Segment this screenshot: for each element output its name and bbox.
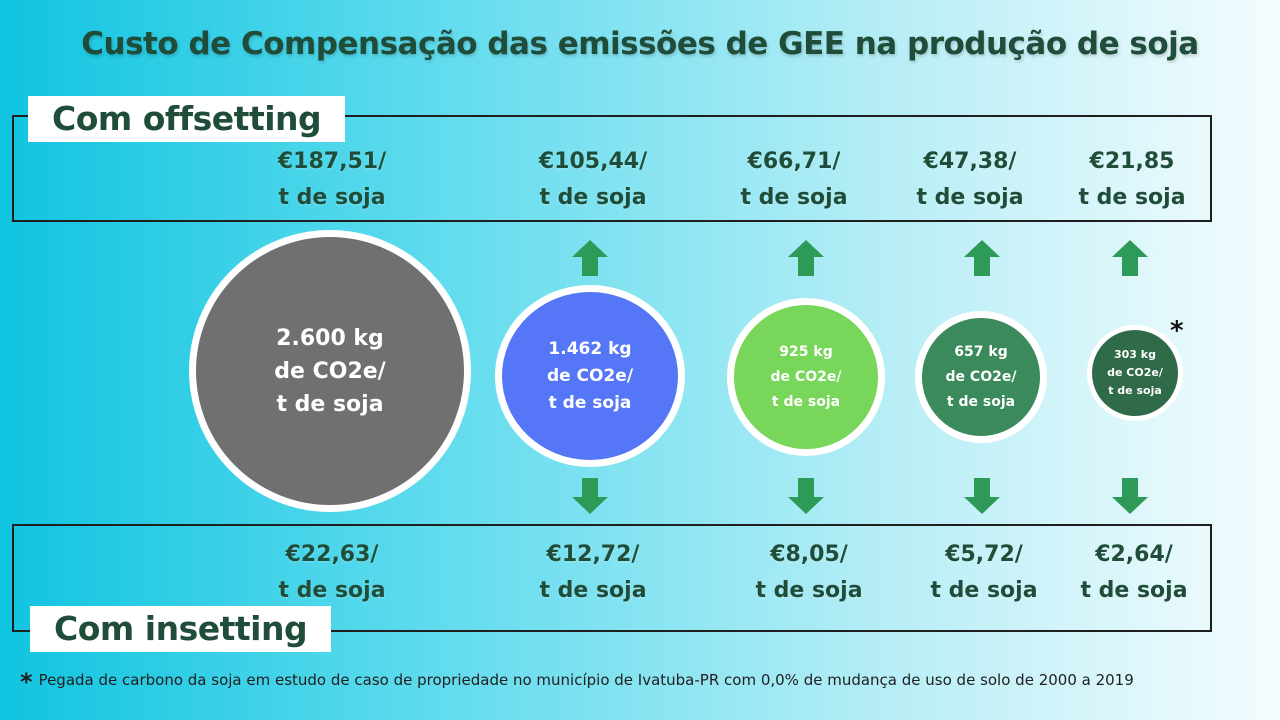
footnote: * Pegada de carbono da soja em estudo de … — [20, 668, 1134, 696]
offsetting-price: €66,71/ t de soja — [740, 149, 848, 210]
insetting-box — [12, 524, 1212, 632]
arrow-down-icon — [572, 478, 608, 514]
arrow-up-icon — [1112, 240, 1148, 276]
emission-circle: 925 kg de CO2e/ t de soja — [727, 298, 885, 456]
footnote-marker: * — [1170, 316, 1184, 346]
insetting-price: €8,05/ t de soja — [755, 542, 863, 603]
insetting-label: Com insetting — [30, 606, 332, 652]
emission-circle: 303 kg de CO2e/ t de soja — [1087, 325, 1183, 421]
footnote-text: Pegada de carbono da soja em estudo de c… — [38, 671, 1134, 689]
arrow-down-icon — [1112, 478, 1148, 514]
emission-circle: 1.462 kg de CO2e/ t de soja — [495, 285, 685, 467]
offsetting-label: Com offsetting — [28, 96, 346, 142]
arrow-up-icon — [572, 240, 608, 276]
insetting-price: €5,72/ t de soja — [930, 542, 1038, 603]
page-title: Custo de Compensação das emissões de GEE… — [81, 26, 1199, 62]
offsetting-price: €21,85 t de soja — [1078, 149, 1186, 210]
arrow-up-icon — [788, 240, 824, 276]
offsetting-price: €105,44/ t de soja — [538, 149, 648, 210]
arrow-down-icon — [964, 478, 1000, 514]
arrow-up-icon — [964, 240, 1000, 276]
insetting-price: €12,72/ t de soja — [539, 542, 647, 603]
emission-circle: 2.600 kg de CO2e/ t de soja — [189, 230, 471, 512]
arrow-down-icon — [788, 478, 824, 514]
insetting-price: €2,64/ t de soja — [1080, 542, 1188, 603]
offsetting-price: €187,51/ t de soja — [277, 149, 387, 210]
emission-circle: 657 kg de CO2e/ t de soja — [915, 311, 1047, 443]
offsetting-box — [12, 115, 1212, 222]
insetting-price: €22,63/ t de soja — [278, 542, 386, 603]
footnote-marker: * — [20, 668, 33, 696]
offsetting-price: €47,38/ t de soja — [916, 149, 1024, 210]
